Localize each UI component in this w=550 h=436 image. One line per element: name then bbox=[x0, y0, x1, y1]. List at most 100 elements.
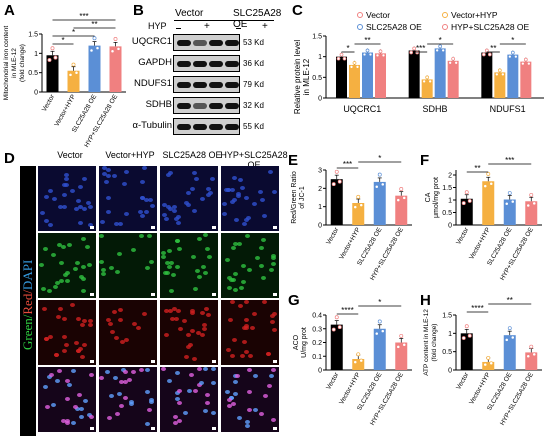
data-point bbox=[483, 184, 488, 189]
bar bbox=[421, 79, 433, 98]
sig-label: * bbox=[511, 36, 514, 45]
data-point bbox=[504, 201, 509, 206]
data-point bbox=[339, 52, 344, 57]
bar bbox=[507, 54, 519, 98]
wb-sign-2: + bbox=[204, 21, 210, 32]
bar bbox=[336, 56, 347, 98]
data-point bbox=[377, 319, 382, 324]
panel-label-f: F bbox=[420, 152, 430, 169]
data-point bbox=[500, 72, 505, 77]
data-point bbox=[441, 48, 446, 53]
bar bbox=[330, 179, 343, 225]
y-axis-label: Mitochondrial iron content bbox=[3, 26, 10, 101]
data-point bbox=[365, 48, 370, 53]
legend-label: SLC25A28 OE bbox=[366, 22, 422, 32]
bar bbox=[503, 199, 516, 225]
micrograph-tile bbox=[221, 233, 279, 298]
data-point bbox=[53, 55, 58, 60]
sig-label: ** bbox=[490, 44, 496, 53]
wb-band bbox=[209, 40, 223, 46]
bar bbox=[349, 64, 360, 98]
data-point bbox=[494, 72, 499, 77]
data-point bbox=[68, 72, 73, 77]
data-point bbox=[467, 198, 472, 203]
data-point bbox=[331, 327, 336, 332]
western-blot: Vector SLC25A28 OE HYP + + bbox=[148, 8, 290, 148]
micrograph-tile bbox=[38, 166, 96, 231]
panel-label-b: B bbox=[133, 2, 144, 19]
wb-band bbox=[209, 82, 223, 88]
data-point bbox=[402, 195, 407, 200]
category-label: Vector bbox=[455, 226, 471, 246]
y-tick-label: 0 bbox=[318, 223, 322, 230]
bar bbox=[395, 342, 408, 370]
data-point bbox=[507, 191, 512, 195]
data-point bbox=[454, 60, 459, 65]
wb-blot-strip bbox=[173, 55, 240, 72]
data-point bbox=[422, 79, 427, 84]
micrograph-tile bbox=[221, 166, 279, 231]
bar bbox=[375, 53, 386, 98]
data-point bbox=[331, 182, 336, 187]
data-point bbox=[532, 352, 537, 357]
micrograph-tile bbox=[160, 300, 218, 365]
data-point bbox=[448, 60, 453, 65]
data-point bbox=[435, 48, 440, 53]
y-axis-label: in MLE-12 bbox=[11, 48, 18, 78]
data-point bbox=[464, 190, 469, 195]
data-point bbox=[489, 361, 494, 366]
data-point bbox=[50, 46, 55, 51]
y-tick-label: 0.5 bbox=[28, 70, 38, 77]
micrograph-tile bbox=[38, 367, 96, 432]
wb-band bbox=[193, 124, 207, 130]
data-point bbox=[461, 201, 466, 206]
data-point bbox=[412, 46, 417, 51]
data-point bbox=[396, 198, 401, 203]
data-point bbox=[334, 169, 339, 174]
data-point bbox=[497, 68, 502, 73]
wb-blot-strip bbox=[173, 118, 240, 135]
data-point bbox=[92, 36, 97, 41]
panel-label-d: D bbox=[4, 150, 15, 167]
sig-label: **** bbox=[341, 306, 353, 315]
bar bbox=[352, 359, 365, 370]
y-tick-label: 1 bbox=[448, 198, 452, 205]
wb-band bbox=[225, 103, 239, 109]
wb-blot-strip bbox=[173, 97, 240, 114]
data-point bbox=[464, 324, 469, 329]
y-axis-label: ATP content in MLE-12 bbox=[423, 309, 430, 376]
wb-band bbox=[225, 40, 239, 46]
sig-label: ** bbox=[507, 296, 513, 305]
data-point bbox=[378, 49, 383, 54]
micro-col-oe: SLC25A28 OE bbox=[162, 150, 222, 160]
y-tick-label: 0.2 bbox=[312, 340, 322, 347]
wb-blot-strip bbox=[173, 76, 240, 93]
data-point bbox=[342, 56, 347, 61]
y-tick-label: 1.5 bbox=[442, 313, 452, 320]
legend-marker bbox=[442, 24, 448, 30]
y-tick-label: 1 bbox=[318, 204, 322, 211]
data-point bbox=[504, 337, 509, 342]
data-point bbox=[510, 50, 515, 55]
bar bbox=[481, 52, 493, 98]
group-label: UQCRC1 bbox=[343, 104, 381, 114]
y-axis-label: Red/Green Ratio bbox=[291, 171, 298, 224]
panel-label-h: H bbox=[420, 292, 431, 309]
wb-band bbox=[177, 61, 191, 67]
bar bbox=[373, 181, 386, 225]
vertical-label-bar bbox=[20, 166, 36, 436]
category-label: Vector+HYP bbox=[468, 372, 492, 406]
data-point bbox=[399, 333, 404, 338]
bar bbox=[408, 50, 420, 98]
legend-label: Vector bbox=[366, 10, 390, 20]
micrograph-tile bbox=[99, 300, 157, 365]
data-point bbox=[507, 326, 512, 331]
data-point bbox=[529, 192, 534, 197]
wb-band bbox=[193, 61, 207, 67]
data-point bbox=[396, 344, 401, 349]
y-axis-label: μmol/mg prot bbox=[433, 177, 440, 218]
wb-band bbox=[209, 61, 223, 67]
sig-label: *** bbox=[416, 44, 425, 53]
data-point bbox=[74, 70, 79, 75]
